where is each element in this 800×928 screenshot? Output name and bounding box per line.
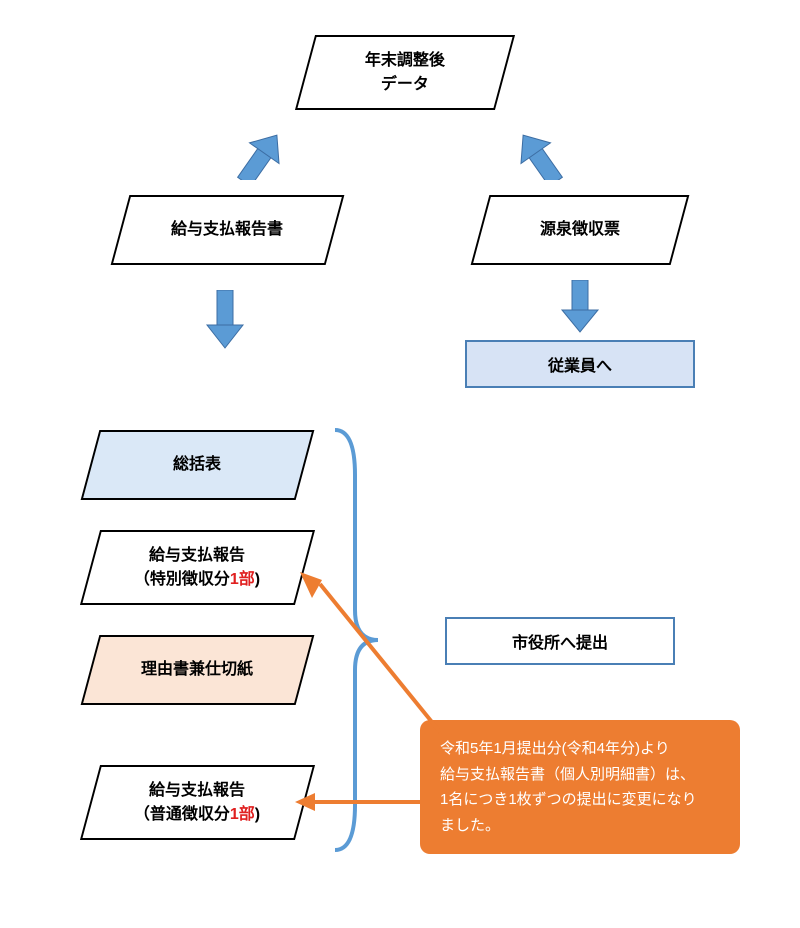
arrow-root-right [475, 115, 585, 180]
normal-label: 給与支払報告 （普通徴収分1部) [134, 779, 260, 827]
summary-label: 総括表 [173, 453, 221, 477]
arrow-right-down [555, 280, 605, 335]
callout-box: 令和5年1月提出分(令和4年分)より 給与支払報告書（個人別明細書）は、 1名に… [420, 720, 740, 854]
reason-node: 理由書兼仕切紙 [81, 635, 315, 705]
summary-node: 総括表 [81, 430, 315, 500]
arrow-left-down [200, 290, 250, 350]
reason-label: 理由書兼仕切紙 [141, 658, 253, 682]
salary-report-node: 給与支払報告書 [111, 195, 345, 265]
root-node: 年末調整後 データ [295, 35, 515, 110]
root-label: 年末調整後 データ [365, 49, 445, 97]
special-node: 給与支払報告 （特別徴収分1部) [80, 530, 315, 605]
arrow-orange-normal [290, 790, 430, 820]
city-box: 市役所へ提出 [445, 617, 675, 665]
employees-label: 従業員へ [548, 352, 612, 376]
arrow-root-left-real [215, 115, 325, 180]
employees-box: 従業員へ [465, 340, 695, 388]
callout-text: 令和5年1月提出分(令和4年分)より 給与支払報告書（個人別明細書）は、 1名に… [440, 740, 697, 834]
normal-node: 給与支払報告 （普通徴収分1部) [80, 765, 315, 840]
withholding-node: 源泉徴収票 [471, 195, 690, 265]
city-label: 市役所へ提出 [512, 629, 608, 653]
withholding-label: 源泉徴収票 [540, 218, 620, 242]
arrow-orange-special [290, 572, 450, 752]
salary-report-label: 給与支払報告書 [171, 218, 283, 242]
special-label: 給与支払報告 （特別徴収分1部) [134, 544, 260, 592]
